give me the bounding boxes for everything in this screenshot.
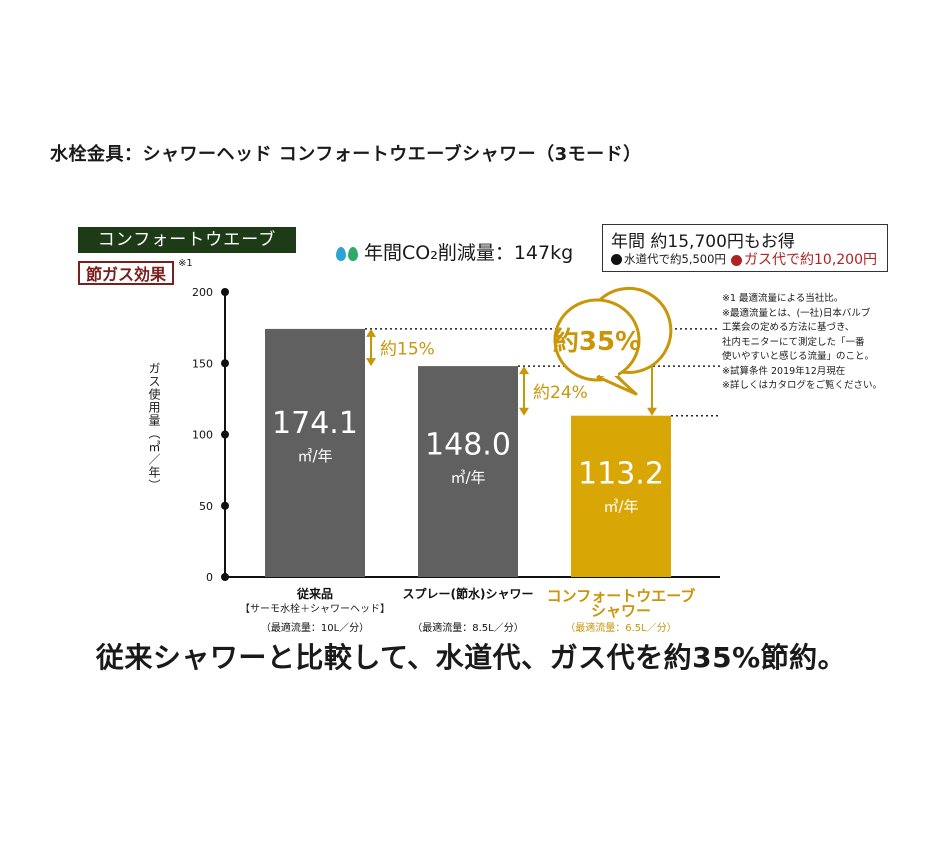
water-drop-icon (336, 242, 360, 264)
category-sub: 【サーモ水栓＋シャワーヘッド】 (240, 604, 390, 615)
bar-2 (571, 415, 671, 577)
reduction-label-2: 約24% (533, 383, 588, 403)
reduction-arrow-1-head-top (366, 328, 376, 337)
y-tick-dot (221, 288, 229, 296)
savings-box: 年間 約15,700円もお得 水道代で約5,500円 ガス代で約10,200円 (602, 224, 888, 272)
y-tick-label: 150 (192, 357, 213, 370)
gas-dot-icon (731, 254, 742, 266)
bar-unit-label: ㎥/年 (450, 469, 485, 487)
savings-gas: ガス代で約10,200円 (731, 249, 877, 269)
reduction-label-1: 約15% (380, 340, 435, 360)
page-title: 水栓金具：シャワーヘッド コンフォートウエーブシャワー（3モード） (50, 144, 642, 165)
reduction-arrow-2-head-bottom (519, 407, 529, 416)
footnote-line: ※1 最適流量による当社比。 (722, 293, 844, 304)
savings-water-text: 水道代で約5,500円 (624, 252, 726, 266)
co2-reduction: 年間CO₂削減量：147kg (336, 238, 573, 265)
savings-water: 水道代で約5,500円 (611, 251, 726, 267)
bar-unit-label: ㎥/年 (603, 497, 638, 515)
bar-unit-label: ㎥/年 (297, 447, 332, 465)
category-name: スプレー(節水)シャワー (402, 587, 534, 601)
savings-title: 年間 約15,700円もお得 (611, 232, 795, 252)
footnotes: ※1 最適流量による当社比。 ※最適流量とは、(一社)日本バルブ 工業会の定める… (722, 292, 932, 394)
reduction-label-3: 約35% (553, 326, 641, 357)
footnote-line: 社内モニターにて測定した「一番 (722, 336, 865, 348)
reduction-bubble-circle (553, 298, 641, 382)
y-axis-label: ガス使用量（㎥／年） (147, 362, 161, 492)
water-dot-icon (611, 254, 622, 265)
category-name: コンフォートウエーブ (546, 587, 696, 605)
reduction-arrow-2-head-top (519, 366, 529, 375)
y-tick-dot (221, 430, 229, 439)
y-tick-label: 0 (206, 571, 213, 584)
effect-label: 節ガス効果 (78, 261, 174, 285)
bar-value-label: 113.2 (578, 456, 664, 491)
category-name: シャワー (590, 602, 651, 620)
y-tick-label: 200 (192, 286, 213, 299)
green-drop-icon (348, 246, 358, 261)
y-tick-dot (221, 573, 229, 581)
y-tick-label: 100 (192, 429, 213, 442)
footnote-line: 使いやすいと感じる流量」のこと。 (722, 351, 875, 362)
brand-label: コンフォートウエーブ (78, 227, 296, 253)
y-tick-label: 50 (199, 500, 213, 513)
effect-note-mark: ※1 (178, 258, 193, 269)
reduction-bubble-joint (600, 368, 618, 376)
blue-drop-icon (336, 246, 346, 261)
bar-0 (265, 328, 365, 577)
footnote-line: ※詳しくはカタログをご覧ください。 (722, 380, 882, 391)
reduction-arrow-1-head-bottom (366, 358, 376, 367)
y-tick-dot (221, 501, 229, 510)
footnote-line: ※試算条件 2019年12月現在 (722, 365, 846, 377)
category-flow: （最適流量：10L／分） (260, 623, 370, 634)
bar-1 (418, 366, 518, 577)
savings-gas-text: ガス代で約10,200円 (744, 252, 877, 268)
y-tick-dot (221, 359, 229, 368)
tagline: 従来シャワーと比較して、水道代、ガス代を約35%節約。 (95, 641, 847, 674)
bar-value-label: 148.0 (425, 428, 511, 463)
footnote-line: 工業会の定める方法に基づき、 (722, 322, 855, 333)
category-flow: （最適流量：8.5L／分） (412, 623, 524, 634)
bar-value-label: 174.1 (272, 406, 358, 441)
footnote-line: ※最適流量とは、(一社)日本バルブ (722, 307, 871, 319)
category-name: 従来品 (296, 587, 333, 601)
co2-text: 年間CO₂削減量：147kg (364, 242, 574, 264)
reduction-arrow-3-head-bottom (647, 407, 657, 416)
category-flow: （最適流量：6.5L／分） (565, 623, 677, 634)
